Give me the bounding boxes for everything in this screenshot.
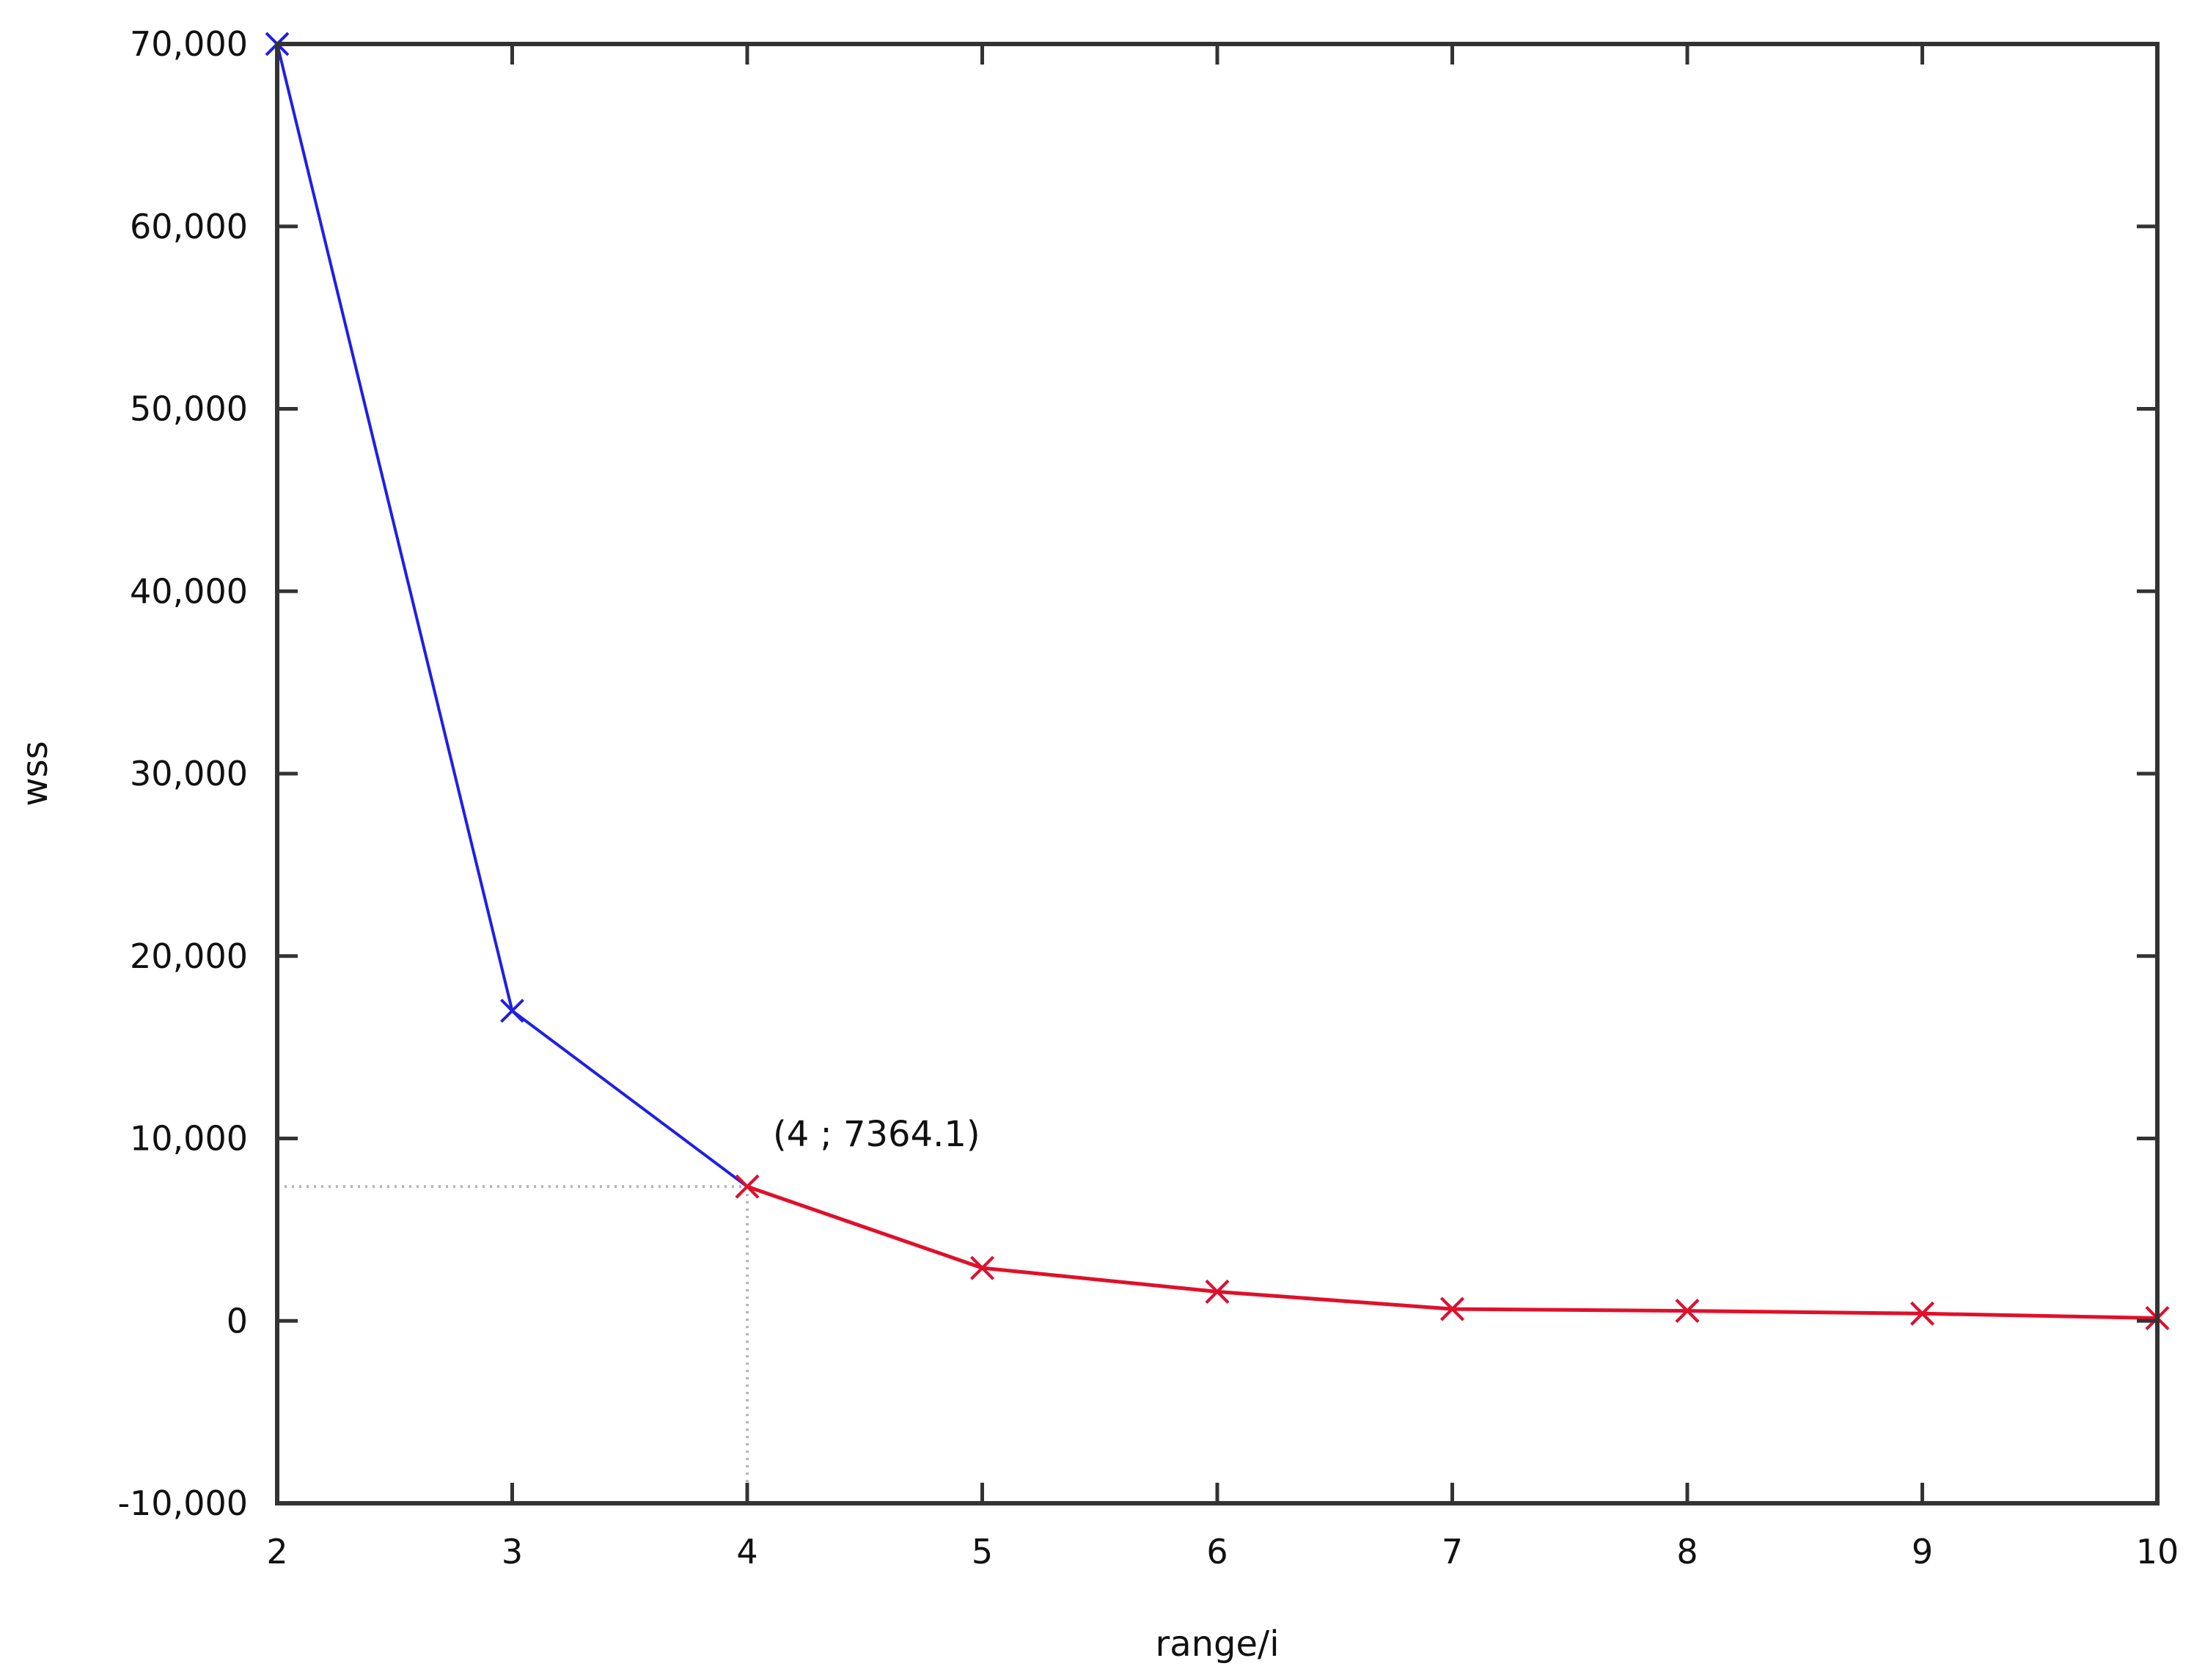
- x-tick-label: 3: [502, 1532, 523, 1571]
- point-marker-stroke: [1675, 1299, 1700, 1323]
- series-2-point: [970, 1255, 994, 1280]
- y-tick-label: 0: [227, 1301, 248, 1340]
- labels-layer: -10,000 0 10,000 20,000 30,000 40,000 50,000 60…: [117, 24, 2179, 1571]
- series-layer: [265, 32, 2170, 1330]
- point-marker-stroke: [1205, 1280, 1230, 1304]
- series-2-point: [1910, 1301, 1934, 1326]
- plot-frame: [275, 42, 2160, 1505]
- x-tick-label: 9: [1912, 1532, 1933, 1571]
- y-tick-label: 70,000: [130, 24, 248, 64]
- x-tick-label: 6: [1206, 1532, 1228, 1571]
- point-marker-stroke: [500, 998, 524, 1023]
- y-tick-label: 30,000: [130, 754, 248, 793]
- y-axis-label: wss: [15, 741, 56, 806]
- series-2-point: [1205, 1280, 1230, 1304]
- y-tick-label: 20,000: [130, 936, 248, 976]
- x-tick-label: 5: [972, 1532, 993, 1571]
- x-axis-label: range/i: [1155, 1624, 1279, 1665]
- point-marker-stroke: [1440, 1296, 1464, 1321]
- y-tick-label: 50,000: [130, 389, 248, 429]
- series-line-2: [746, 1184, 2158, 1320]
- series-line-1: [276, 43, 2158, 1320]
- y-tick-label: 60,000: [130, 207, 248, 246]
- y-tick-label: -10,000: [117, 1483, 248, 1523]
- series-2-point: [1675, 1299, 1700, 1323]
- point-marker-stroke: [1910, 1301, 1934, 1326]
- reference-lines: [277, 1185, 749, 1503]
- y-tick-label: 10,000: [130, 1119, 248, 1159]
- x-tick-label: 7: [1442, 1532, 1463, 1571]
- x-tick-label: 8: [1676, 1532, 1698, 1571]
- point-marker-stroke: [970, 1255, 994, 1280]
- x-tick-label: 10: [2136, 1532, 2179, 1571]
- series-2-point: [735, 1174, 760, 1199]
- point-annotation: (4 ; 7364.1): [773, 1114, 980, 1155]
- series-1-point: [500, 998, 524, 1023]
- series-2-point: [1440, 1296, 1464, 1321]
- ticks-layer: [275, 42, 2160, 1505]
- x-tick-label: 4: [736, 1532, 757, 1571]
- y-tick-label: 40,000: [130, 571, 248, 611]
- x-tick-label: 2: [266, 1532, 287, 1571]
- point-marker-stroke: [735, 1174, 760, 1199]
